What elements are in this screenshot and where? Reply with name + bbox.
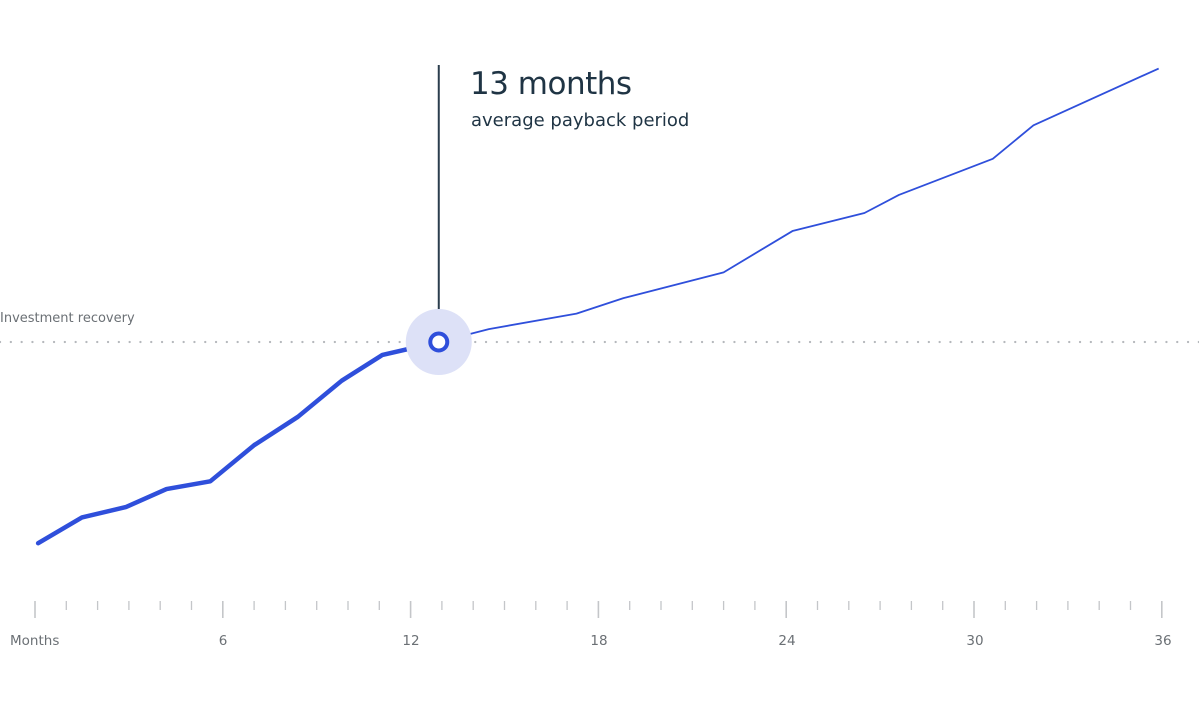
x-tick-label-24: 24 <box>778 633 796 649</box>
payback-headline: 13 months <box>470 66 632 102</box>
x-axis-title: Months <box>10 633 60 649</box>
payback-subline: average payback period <box>471 110 690 131</box>
x-tick-label-12: 12 <box>402 633 420 649</box>
return-line-after-payback <box>438 67 1160 343</box>
x-tick-label-18: 18 <box>590 633 608 649</box>
x-tick-label-36: 36 <box>1154 633 1172 649</box>
return-line-before-payback <box>35 339 442 546</box>
x-axis-ticks <box>34 601 1163 618</box>
payback-marker[interactable] <box>428 331 450 353</box>
x-tick-label-30: 30 <box>966 633 984 649</box>
investment-recovery-label: Investment recovery <box>0 311 135 326</box>
x-tick-label-6: 6 <box>218 633 228 649</box>
